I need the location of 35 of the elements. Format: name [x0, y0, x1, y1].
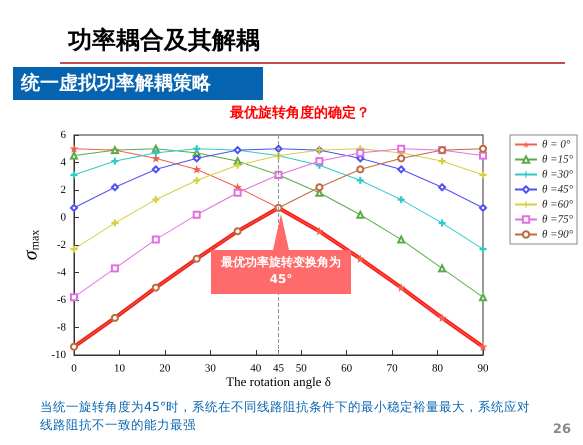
text: 最优旋转角度的确定？: [229, 104, 371, 122]
x-tick-label: 45: [273, 362, 284, 374]
legend-label: θ = 0°: [542, 138, 571, 150]
legend-label: θ =90°: [542, 228, 574, 240]
y-tick-label: -10: [51, 349, 66, 361]
x-tick-label: 60: [341, 362, 353, 374]
y-tick-label: 0: [60, 212, 66, 224]
x-tick-label: 50: [296, 362, 308, 374]
chart-subtitle: 统一虚拟功率解耦策略: [13, 67, 263, 100]
x-tick-label: 70: [386, 362, 398, 374]
x-tick-label: 80: [432, 362, 444, 374]
y-axis-title: σmax: [19, 230, 42, 260]
y-tick-label: 2: [60, 184, 66, 196]
y-tick-label: -2: [56, 239, 66, 251]
y-tick-label: -8: [56, 322, 66, 334]
annotation: 最优功率旋转变换角为45°: [211, 250, 351, 294]
x-tick-label: 90: [478, 362, 489, 374]
x-tick-label: 20: [159, 362, 171, 374]
legend-label: θ =60°: [542, 198, 574, 210]
y-tick-label: 6: [60, 129, 66, 141]
x-tick-label: 0: [71, 362, 78, 374]
x-tick-label: 40: [250, 362, 262, 374]
x-axis-title: The rotation angle δ: [226, 374, 331, 389]
y-tick-label: 4: [60, 156, 66, 168]
chart-title: 功率耦合及其解耦: [68, 25, 260, 56]
x-tick-label: 30: [204, 362, 216, 374]
legend-label: θ =30°: [542, 168, 574, 180]
x-tick-label: 10: [114, 362, 126, 374]
text: 26: [552, 422, 571, 437]
legend-label: θ =45°: [542, 184, 574, 196]
y-tick-label: -4: [56, 266, 66, 278]
legend-label: θ =75°: [542, 214, 574, 226]
legend-label: θ =15°: [542, 154, 574, 166]
text: 当统一旋转角度为45°时，系统在不同线路阻抗条件下的最小稳定裕量最大，系统应对线路阻抗不一致的能力最强: [40, 398, 532, 434]
y-tick-label: -6: [56, 294, 66, 306]
